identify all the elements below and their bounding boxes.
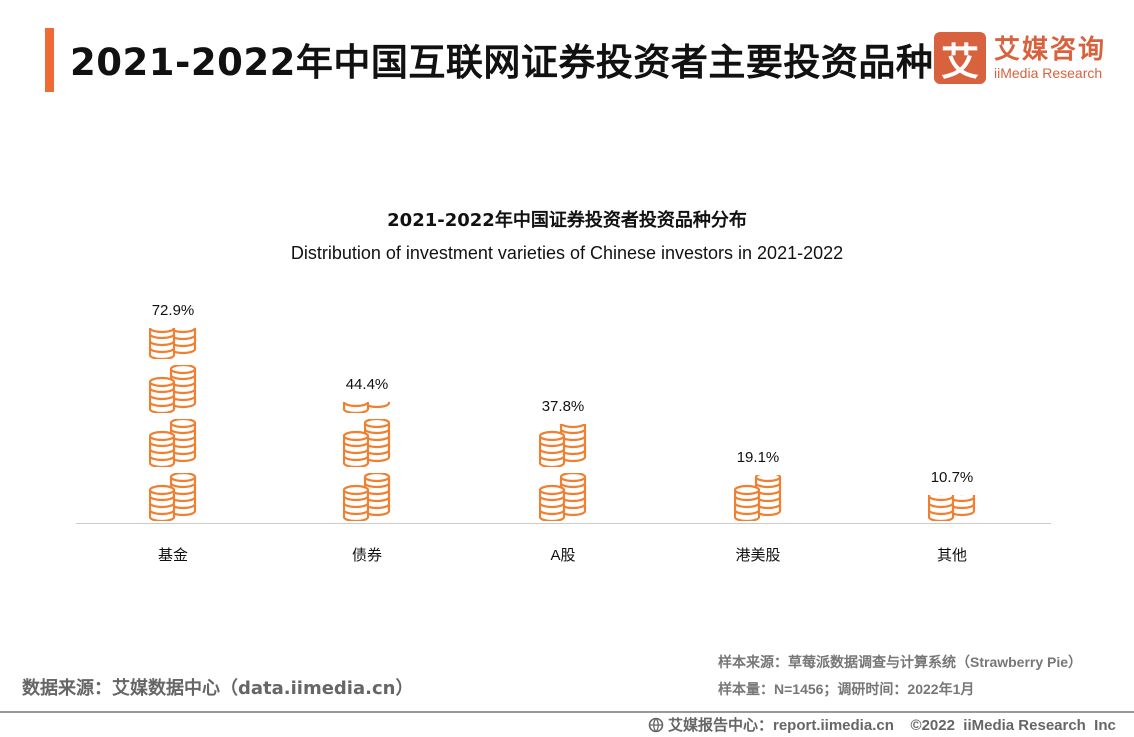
sample-size: 样本量：N=1456；调研时间：2022年1月: [718, 681, 975, 697]
logo: 艾 艾媒咨询 iiMedia Research: [934, 32, 1106, 84]
data-label: 37.8%: [541, 398, 585, 415]
coin-stack-icon: [928, 495, 976, 521]
logo-en: iiMedia Research: [994, 65, 1103, 81]
data-label: 72.9%: [151, 302, 195, 319]
coin-stack-icon: [734, 475, 782, 521]
coin-stack-icon: [149, 419, 197, 467]
category-label: 港美股: [735, 547, 781, 564]
coin-stack-icon: [149, 328, 197, 359]
logo-mark: 艾: [934, 32, 986, 84]
footer-divider: [0, 711, 1134, 713]
coin-stack-icon: [539, 473, 587, 521]
category-label: 其他: [936, 547, 967, 564]
coin-stack-icon: [149, 473, 197, 521]
globe-icon: [648, 717, 664, 732]
coin-stack-icon: [539, 424, 587, 467]
coin-stack-icon: [343, 419, 391, 467]
chart-title: 2021-2022年中国证券投资者投资品种分布: [387, 210, 747, 231]
footer-report: 艾媒报告中心：report.iimedia.cn ©2022 iiMedia R…: [648, 714, 1116, 735]
sample-source: 样本来源：草莓派数据调查与计算系统（Strawberry Pie）: [718, 654, 1083, 670]
data-label: 10.7%: [930, 469, 974, 486]
coin-stack-icon: [149, 365, 197, 413]
coin-stack-icon: [343, 473, 391, 521]
category-label: A股: [550, 547, 576, 564]
coin-stack-icon: [343, 402, 391, 413]
x-axis: [76, 523, 1051, 524]
chart-subtitle: Distribution of investment varieties of …: [290, 243, 844, 263]
category-label: 债券: [351, 547, 382, 564]
category-label: 基金: [157, 547, 188, 564]
logo-cn: 艾媒咨询: [994, 35, 1107, 65]
title-accent-bar: [45, 28, 54, 92]
page-title: 2021-2022年中国互联网证券投资者主要投资品种: [70, 41, 934, 84]
data-label: 19.1%: [736, 449, 780, 466]
data-source: 数据来源：艾媒数据中心（data.iimedia.cn）: [22, 678, 414, 699]
footer-report-text: 艾媒报告中心：report.iimedia.cn ©2022 iiMedia R…: [668, 717, 1116, 734]
chart: 72.9% 基金 44.4% 债券 37.8% A股 19.1% 港美股 10.7% 其他: [76, 302, 1051, 564]
data-label: 44.4%: [345, 376, 389, 393]
